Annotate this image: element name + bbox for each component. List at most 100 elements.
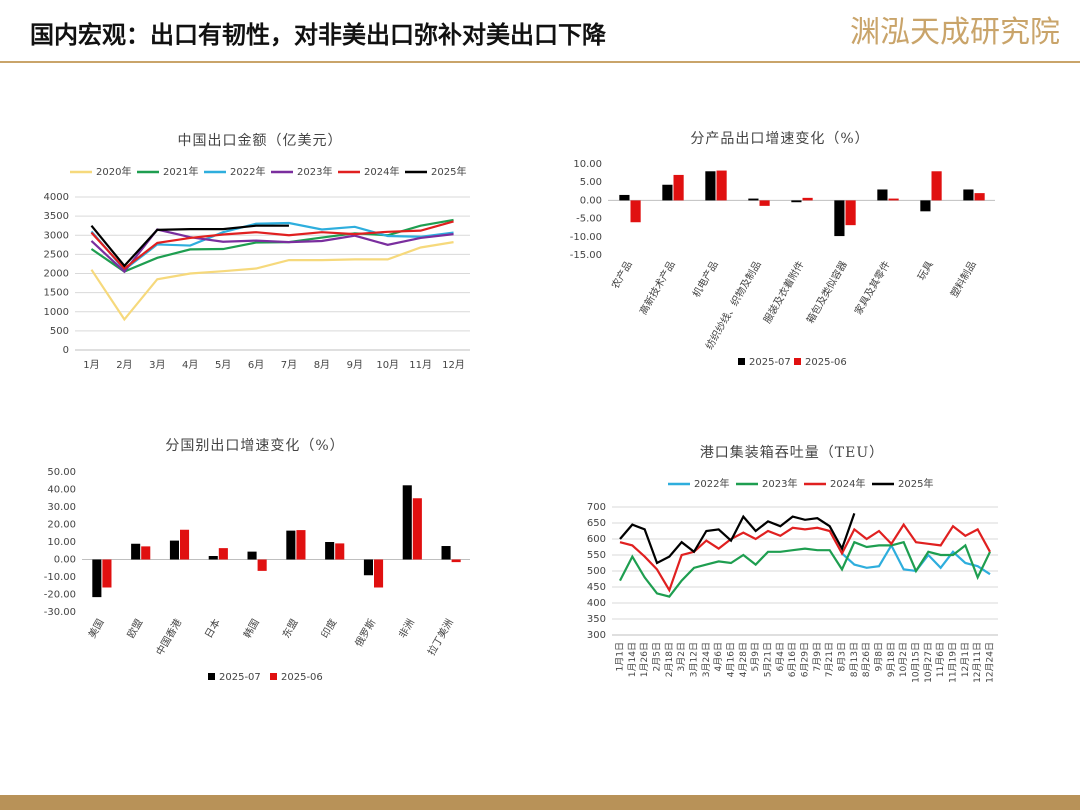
chart-title: 分产品出口增速变化（%） [690, 131, 869, 147]
y-tick-label: 0.00 [54, 555, 76, 566]
x-tick-label: 7月21日 [824, 642, 835, 677]
x-tick-label: 箱包及类似容器 [803, 259, 849, 326]
bar [630, 200, 641, 223]
series-line [90, 220, 454, 271]
chart-title: 港口集装箱吞吐量（TEU） [700, 444, 884, 461]
y-tick-label: 5.00 [580, 177, 602, 188]
bar [877, 189, 888, 201]
x-tick-label: 7月 [281, 359, 297, 371]
bar [296, 530, 306, 560]
y-tick-label: 400 [587, 598, 606, 609]
legend-label: 2025-07 [749, 357, 791, 368]
x-tick-label: 2月5日 [652, 642, 663, 671]
x-tick-label: 3月24日 [701, 642, 712, 677]
x-tick-label: 8月26日 [861, 642, 872, 677]
x-tick-label: 12月24日 [985, 642, 996, 683]
bar [802, 197, 813, 201]
y-tick-label: 10.00 [47, 537, 76, 548]
bar [441, 546, 451, 560]
series-line [619, 513, 856, 565]
bar [759, 200, 770, 206]
bar [705, 171, 716, 201]
x-tick-label: 6月 [248, 359, 264, 371]
x-tick-label: 5月21日 [763, 642, 774, 677]
logo: 渊泓天成研究院 [850, 15, 1060, 50]
x-tick-label: 塑料制品 [947, 259, 978, 300]
y-tick-label: 1500 [44, 288, 69, 299]
bar [131, 543, 141, 560]
y-tick-label: 600 [587, 534, 606, 545]
x-tick-label: 12月11日 [972, 642, 983, 683]
x-tick-label: 印度 [318, 617, 339, 641]
bar [169, 540, 179, 560]
chart-title: 中国出口金额（亿美元） [178, 133, 343, 149]
x-tick-label: 11月 [409, 359, 432, 371]
y-tick-label: 2500 [44, 249, 69, 260]
y-tick-label: 350 [587, 614, 606, 625]
x-tick-label: 12月1日 [960, 642, 971, 677]
y-tick-label: 30.00 [47, 502, 76, 513]
x-tick-label: 8月 [314, 359, 330, 371]
bar [208, 556, 218, 560]
x-tick-label: 5月 [215, 359, 231, 371]
x-tick-label: 8月3日 [837, 642, 848, 671]
y-tick-label: 700 [587, 502, 606, 513]
bar [920, 200, 931, 212]
series-line [90, 224, 289, 268]
x-tick-label: 5月9日 [750, 642, 761, 671]
bar [931, 171, 942, 201]
bar [374, 559, 384, 588]
x-tick-label: 4月 [182, 359, 198, 371]
x-tick-label: 3月 [149, 359, 165, 371]
x-tick-label: 美国 [85, 617, 106, 641]
chart-title: 分国别出口增速变化（%） [165, 438, 344, 454]
y-tick-label: 1000 [44, 307, 69, 318]
x-tick-label: 服装及衣着附件 [760, 259, 806, 326]
x-tick-label: 12月 [442, 359, 465, 371]
bar [180, 529, 190, 560]
x-tick-label: 1月 [83, 359, 99, 371]
bar [286, 530, 296, 560]
y-tick-label: 550 [587, 550, 606, 561]
y-tick-label: 3000 [44, 230, 69, 241]
bar [412, 498, 422, 560]
x-tick-label: 2月18日 [664, 642, 675, 677]
bar [888, 198, 899, 201]
x-tick-label: 3月2日 [676, 642, 687, 671]
bar [257, 559, 267, 571]
x-tick-label: 4月28日 [738, 642, 749, 677]
y-tick-label: 0.00 [580, 195, 602, 206]
x-tick-label: 玩具 [915, 259, 935, 282]
x-tick-label: 拉丁美洲 [425, 617, 456, 658]
header-rule [0, 61, 1080, 63]
x-tick-label: 6月29日 [800, 642, 811, 677]
x-tick-label: 10月 [376, 359, 399, 371]
legend-swatch [208, 673, 215, 680]
y-tick-label: -5.00 [576, 214, 602, 225]
x-tick-label: 韩国 [241, 617, 262, 641]
legend-label: 2022年 [694, 477, 729, 490]
y-tick-label: 0 [63, 345, 69, 356]
legend-label: 2025年 [431, 165, 466, 178]
y-tick-label: -15.00 [570, 250, 602, 261]
x-tick-label: 6月4日 [775, 642, 786, 671]
legend-label: 2020年 [96, 165, 131, 178]
x-tick-label: 8月13日 [849, 642, 860, 677]
x-tick-label: 1月14日 [627, 642, 638, 677]
legend-label: 2025-07 [219, 672, 261, 683]
y-tick-label: 300 [587, 630, 606, 641]
y-tick-label: 10.00 [573, 159, 602, 170]
y-tick-label: -10.00 [570, 232, 602, 243]
legend-label: 2025年 [898, 477, 933, 490]
y-tick-label: 650 [587, 518, 606, 529]
x-tick-label: 7月9日 [812, 642, 823, 671]
bar [451, 559, 461, 563]
legend-swatch [794, 358, 801, 365]
bar [791, 200, 802, 203]
y-tick-label: -10.00 [44, 572, 76, 583]
x-tick-label: 4月6日 [713, 642, 724, 671]
legend-label: 2025-06 [805, 357, 847, 368]
bar [619, 194, 630, 201]
y-tick-label: 500 [587, 566, 606, 577]
bar [92, 559, 102, 598]
